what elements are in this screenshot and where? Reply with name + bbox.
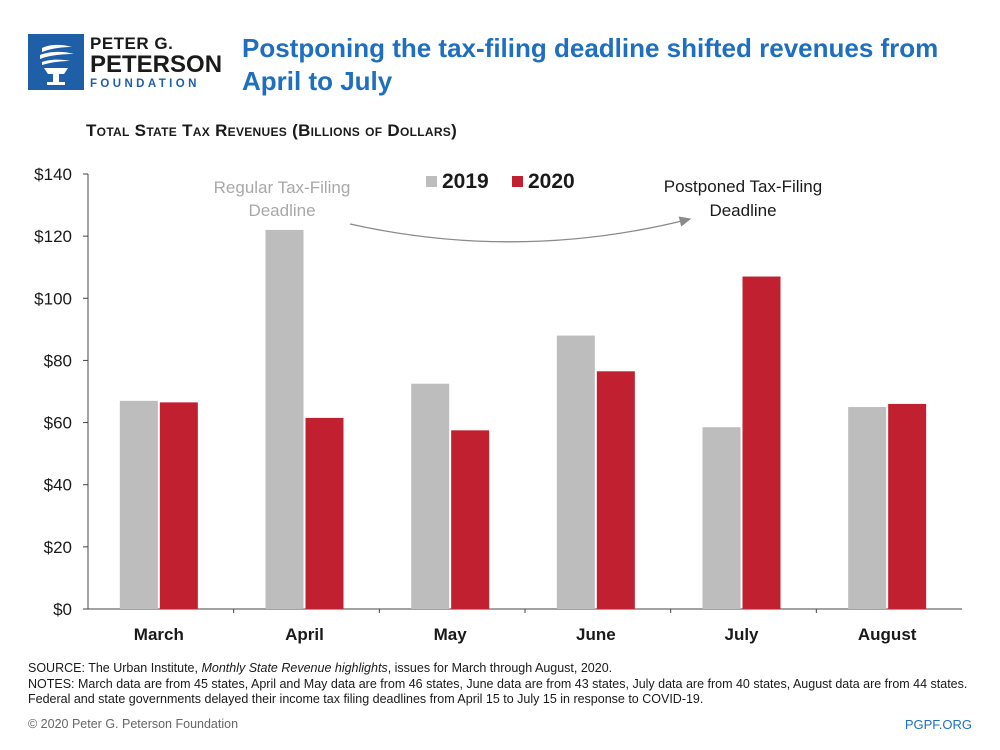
source-title: Monthly State Revenue highlights — [201, 661, 388, 675]
bar-2019-august — [848, 407, 887, 609]
bar-2019-july — [702, 427, 741, 609]
bar-2020-june — [596, 371, 635, 609]
logo-wordmark: PETER G. PETERSON FOUNDATION — [90, 34, 222, 92]
annotation-postponed-deadline-line-2: Deadline — [709, 201, 776, 220]
annotation-postponed-deadline-line-1: Postponed Tax-Filing — [664, 177, 822, 196]
deadline-shift-arrow — [349, 216, 692, 243]
x-tick-label: August — [858, 625, 917, 644]
x-tick-label: March — [134, 625, 184, 644]
site-link[interactable]: PGPF.ORG — [904, 717, 972, 732]
bar-2020-august — [888, 403, 927, 609]
y-tick-label: $140 — [34, 165, 72, 184]
headline: Postponing the tax-filing deadline shift… — [242, 33, 939, 96]
x-tick-label: May — [434, 625, 468, 644]
bar-2020-may — [451, 430, 490, 609]
annotation-regular-deadline-line-1: Regular Tax-Filing — [214, 178, 351, 197]
legend-swatch-2020 — [512, 176, 523, 187]
pgpf-logo: PETER G. PETERSON FOUNDATION — [28, 34, 222, 90]
source-suffix: , issues for March through August, 2020. — [387, 661, 613, 675]
logo-line-2: PETERSON — [90, 51, 223, 78]
bar-2019-april — [265, 229, 304, 609]
x-tick-label: July — [724, 625, 759, 644]
y-tick-label: $100 — [34, 289, 72, 308]
source-prefix: SOURCE: The Urban Institute, — [28, 661, 202, 675]
torch-icon — [28, 34, 84, 90]
bar-2020-march — [159, 402, 198, 609]
source-note: SOURCE: The Urban Institute, Monthly Sta… — [28, 661, 978, 676]
notes: NOTES: March data are from 45 states, Ap… — [28, 677, 968, 706]
chart-title: Total State Tax Revenues (Billions of Do… — [86, 121, 458, 140]
logo-line-1: PETER G. — [90, 34, 174, 53]
y-tick-label: $20 — [44, 538, 72, 557]
x-tick-label: June — [576, 625, 616, 644]
y-tick-label: $0 — [53, 600, 72, 619]
x-tick-label: April — [285, 625, 324, 644]
bar-2019-march — [119, 400, 158, 609]
copyright: © 2020 Peter G. Peterson Foundation — [28, 717, 239, 731]
y-tick-label: $80 — [44, 351, 72, 370]
bar-2020-july — [742, 276, 781, 609]
legend-label-2020: 2020 — [528, 170, 575, 193]
legend-label-2019: 2019 — [442, 170, 489, 193]
y-tick-label: $60 — [44, 414, 72, 433]
legend-swatch-2019 — [426, 176, 437, 187]
annotation-regular-deadline-line-2: Deadline — [248, 201, 315, 220]
bar-2019-june — [556, 335, 595, 609]
y-tick-label: $40 — [44, 476, 72, 495]
bar-2019-may — [411, 383, 450, 609]
y-tick-label: $120 — [34, 227, 72, 246]
logo-line-3: FOUNDATION — [90, 78, 200, 90]
bar-2020-april — [305, 417, 344, 609]
